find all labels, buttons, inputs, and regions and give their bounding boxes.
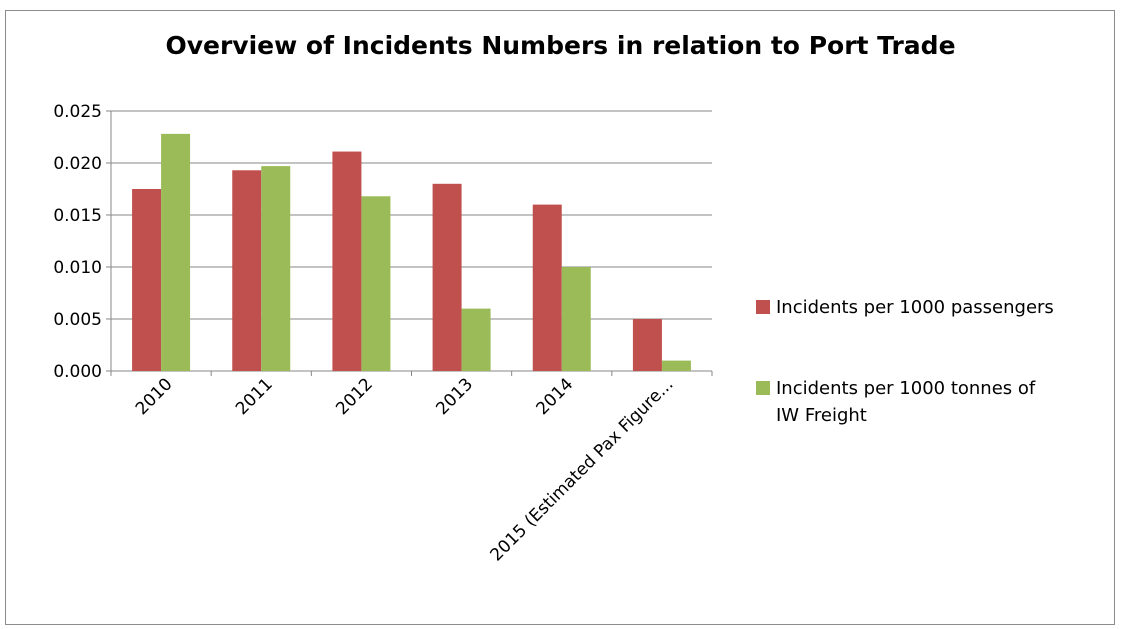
x-tick-label: 2012 [332, 374, 377, 419]
bar-freight-1 [261, 166, 291, 371]
legend: Incidents per 1000 passengers Incidents p… [756, 297, 1054, 426]
bar-freight-4 [561, 267, 591, 371]
legend-label: IW Freight [776, 405, 867, 426]
legend-label: Incidents per 1000 tonnes of [776, 378, 1036, 399]
y-tick-label: 0.020 [53, 154, 102, 174]
x-tick-label: 2013 [432, 374, 477, 419]
y-tick-labels: 0.000 0.005 0.010 0.015 0.020 0.025 [53, 102, 102, 382]
y-tick-label: 0.005 [53, 310, 102, 330]
legend-label: Incidents per 1000 passengers [776, 297, 1054, 318]
y-tick-label: 0.025 [53, 102, 102, 122]
bar-passengers-5 [632, 319, 662, 371]
x-tick-label: 2010 [132, 374, 177, 419]
y-tick-label: 0.015 [53, 206, 102, 226]
bar-passengers-1 [232, 170, 262, 371]
bar-passengers-2 [332, 151, 362, 371]
bar-freight-5 [661, 360, 691, 371]
bar-passengers-4 [532, 204, 562, 371]
axes [106, 110, 713, 376]
x-tick-label: 2015 (Estimated Pax Figure... [486, 374, 677, 565]
gridlines [111, 110, 712, 320]
bar-passengers-3 [432, 183, 462, 371]
bar-freight-0 [161, 133, 191, 371]
bar-freight-2 [361, 196, 391, 371]
legend-swatch [756, 300, 770, 314]
bar-freight-3 [461, 308, 491, 371]
y-tick-label: 0.000 [53, 362, 102, 382]
y-tick-label: 0.010 [53, 258, 102, 278]
bars [132, 133, 691, 371]
bar-passengers-0 [132, 189, 162, 371]
x-tick-label: 2011 [232, 374, 277, 419]
legend-swatch [756, 381, 770, 395]
chart-title: Overview of Incidents Numbers in relatio… [165, 31, 956, 60]
x-tick-label: 2014 [533, 374, 578, 419]
